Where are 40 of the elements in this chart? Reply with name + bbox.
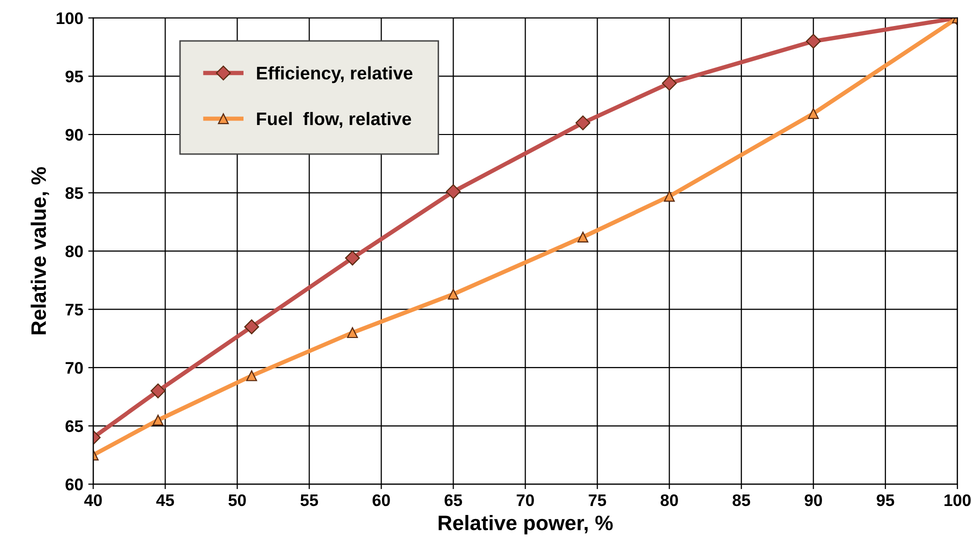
x-tick-label: 100 bbox=[944, 494, 971, 506]
point bbox=[808, 108, 819, 119]
x-tick-label: 80 bbox=[660, 494, 678, 506]
x-tick-label: 55 bbox=[300, 494, 318, 506]
point bbox=[244, 319, 260, 334]
x-axis-title: Relative power, % bbox=[438, 514, 613, 534]
y-tick-label: 95 bbox=[66, 70, 84, 82]
point bbox=[345, 250, 360, 266]
x-tick-label: 60 bbox=[372, 494, 390, 506]
y-tick-label: 80 bbox=[65, 245, 83, 258]
x-tick-label: 65 bbox=[444, 494, 462, 506]
point bbox=[662, 76, 677, 91]
point bbox=[575, 115, 590, 130]
x-tick-label: 95 bbox=[876, 494, 894, 506]
legend-label: Fuel flow, relative bbox=[257, 112, 412, 128]
y-tick-label: 70 bbox=[66, 362, 83, 374]
point bbox=[347, 327, 358, 338]
legend-label: Efficiency, relative bbox=[257, 66, 412, 84]
y-tick-label: 100 bbox=[56, 12, 83, 24]
y-axis-title: Relative value, % bbox=[30, 167, 50, 334]
y-tick-label: 85 bbox=[65, 187, 84, 199]
y-tick-label: 65 bbox=[66, 420, 84, 432]
y-tick-label: 75 bbox=[66, 304, 84, 316]
point bbox=[150, 383, 166, 398]
point bbox=[664, 190, 675, 202]
point bbox=[446, 184, 461, 200]
point bbox=[806, 34, 821, 49]
x-tick-label: 75 bbox=[588, 494, 606, 506]
point bbox=[152, 414, 164, 426]
y-tick-label: 60 bbox=[66, 478, 83, 490]
point bbox=[578, 232, 588, 242]
point bbox=[246, 370, 258, 382]
y-tick-label: 90 bbox=[66, 128, 83, 141]
x-tick-label: 45 bbox=[156, 494, 174, 506]
x-tick-label: 50 bbox=[228, 494, 246, 506]
x-tick-label: 70 bbox=[516, 494, 534, 506]
x-tick-label: 40 bbox=[84, 494, 102, 506]
x-tick-label: 85 bbox=[732, 494, 750, 506]
x-tick-label: 90 bbox=[804, 494, 822, 506]
point bbox=[448, 288, 459, 300]
